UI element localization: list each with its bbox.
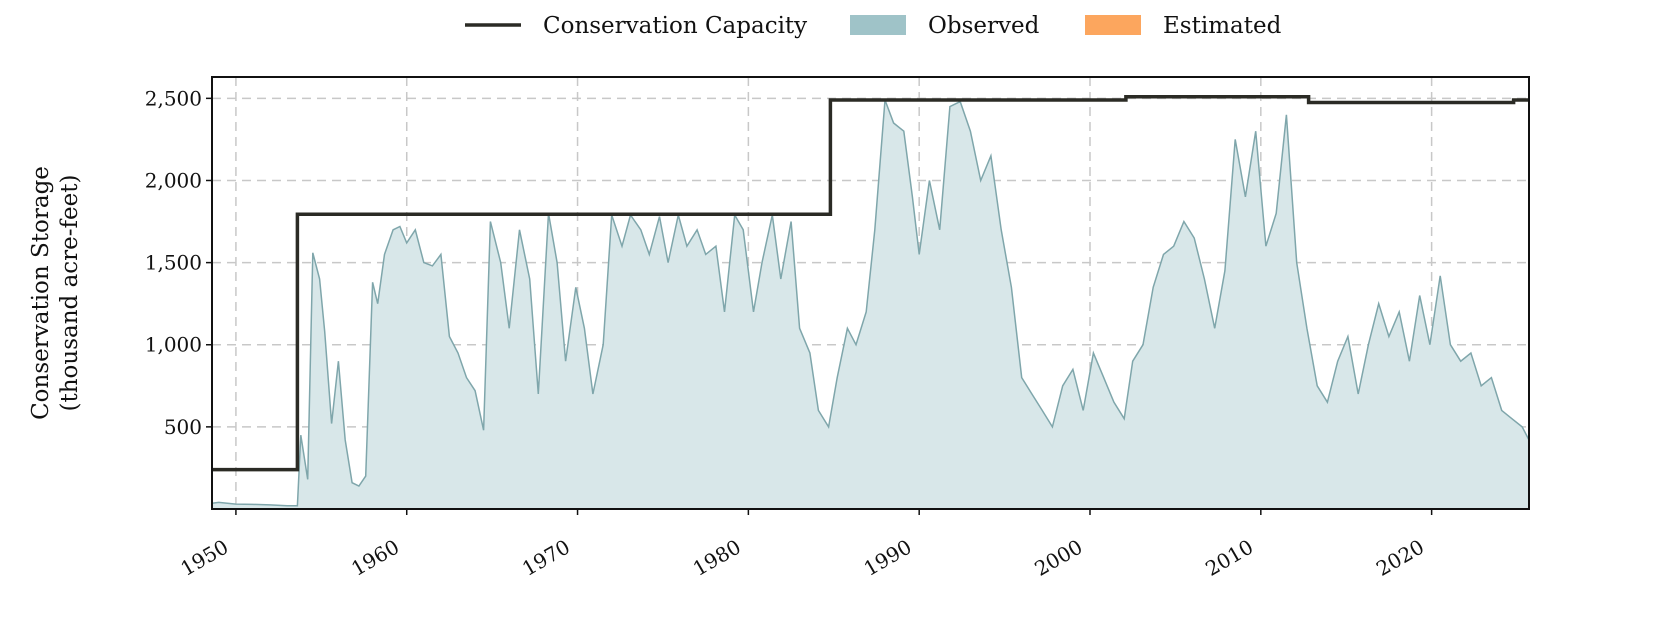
- x-tick-label: 1990: [860, 535, 916, 581]
- legend-label: Estimated: [1163, 13, 1282, 39]
- y-axis: 500 1,000 1,500 2,000 2,500: [145, 86, 212, 439]
- x-tick-label: 1970: [518, 535, 574, 581]
- y-axis-label-line-1: Conservation Storage: [28, 166, 54, 420]
- x-tick-label: 1950: [176, 535, 232, 581]
- x-tick-label: 2020: [1372, 535, 1428, 581]
- y-axis-label-line-2: (thousand acre-feet): [57, 175, 83, 412]
- legend-label: Observed: [928, 13, 1040, 39]
- plot-frame: [211, 76, 1530, 510]
- y-tick-label: 2,000: [145, 168, 202, 192]
- observed-area-outline: [211, 99, 1530, 507]
- y-tick-label: 1,500: [145, 251, 202, 275]
- x-tick-label: 2010: [1201, 535, 1257, 581]
- x-axis: 1950 1960 1970 1980 1990 2000 2010 2020: [176, 509, 1433, 581]
- y-axis-label: Conservation Storage (thousand acre-feet): [28, 166, 83, 420]
- legend-label: Conservation Capacity: [543, 13, 807, 39]
- y-tick-label: 1,000: [145, 333, 202, 357]
- observed-area-fill: [212, 100, 1529, 509]
- x-tick-label: 2000: [1030, 535, 1086, 581]
- conservation-capacity-line: [212, 94, 1529, 472]
- legend-swatch-estimated: [1085, 15, 1141, 35]
- x-tick-label: 1960: [347, 535, 403, 581]
- capacity-line-layer: [212, 94, 1529, 472]
- legend-swatch-observed: [850, 15, 906, 35]
- legend: Conservation Capacity Observed Estimated: [465, 13, 1282, 39]
- y-tick-label: 2,500: [145, 86, 202, 110]
- observed-area-layer: [211, 99, 1530, 509]
- x-tick-label: 1980: [689, 535, 745, 581]
- y-tick-label: 500: [164, 415, 202, 439]
